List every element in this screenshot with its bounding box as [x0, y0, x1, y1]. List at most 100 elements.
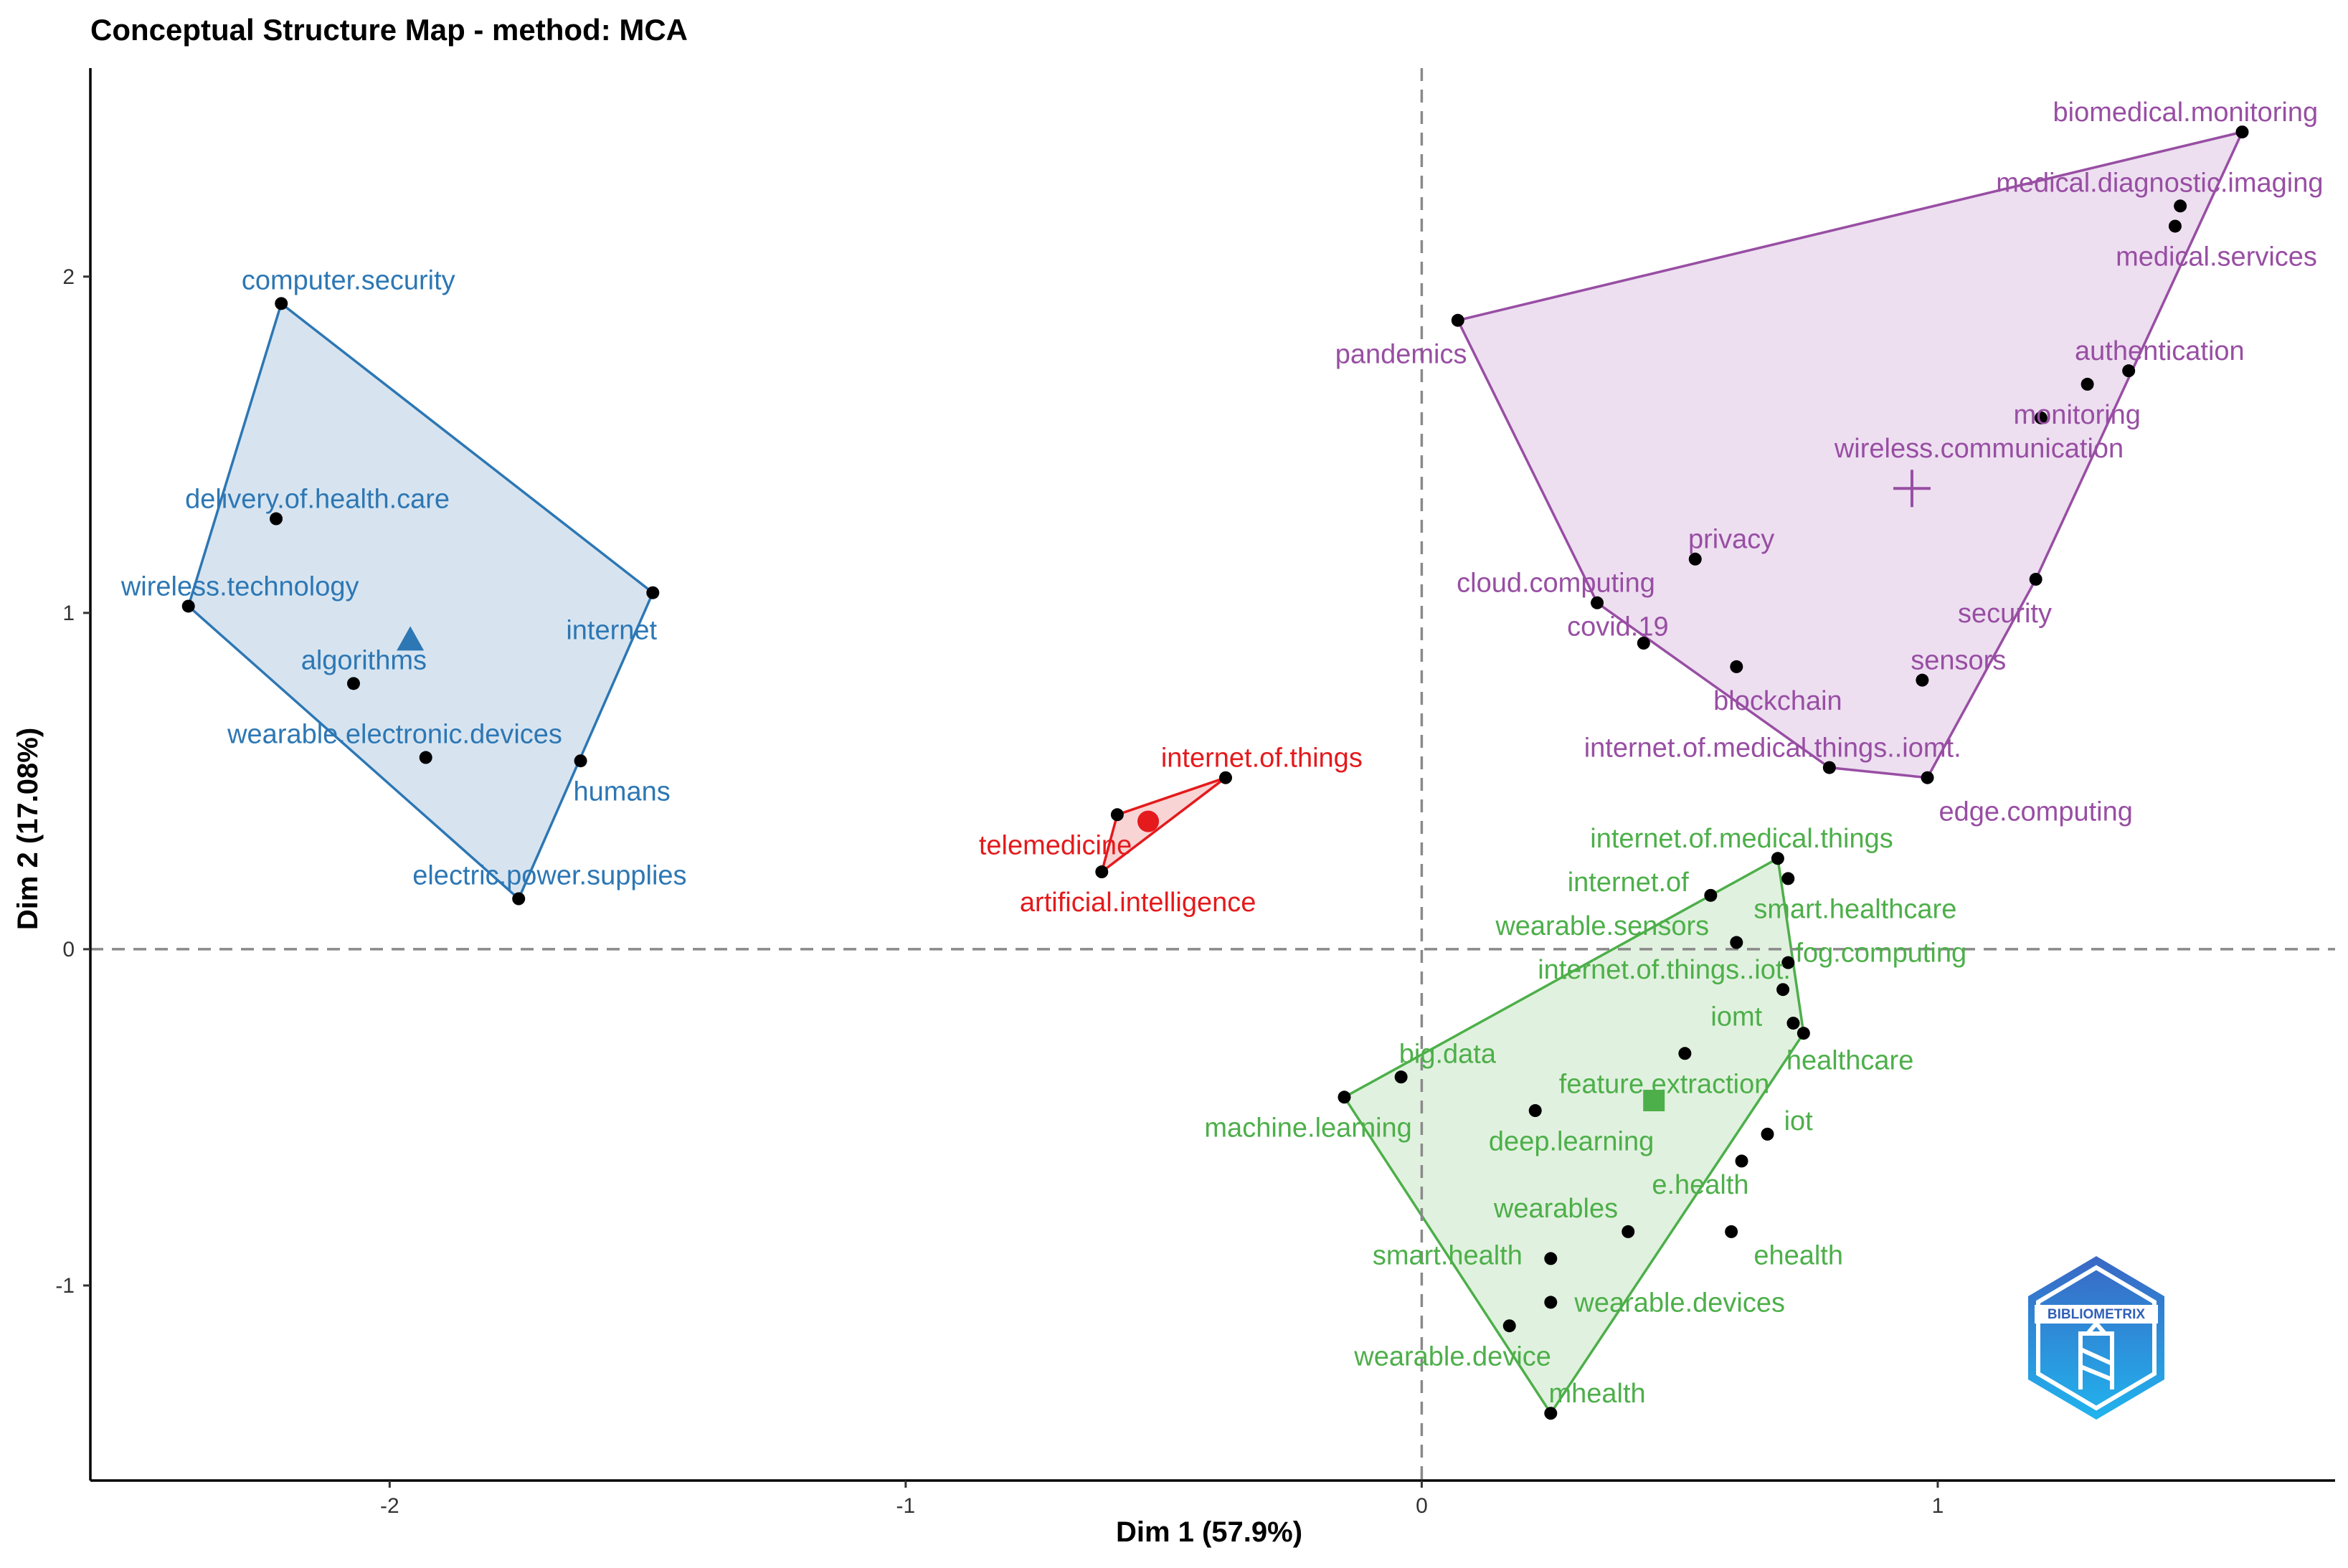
point-label: smart.health	[1373, 1241, 1523, 1271]
data-point	[2235, 125, 2249, 139]
point-label: internet.of.things	[1161, 743, 1363, 774]
point-label: internet.of.medical.things..iomt.	[1584, 733, 1961, 763]
point-label: internet.of.medical.things	[1590, 824, 1893, 854]
data-point	[1704, 888, 1718, 902]
point-label: wearables	[1493, 1194, 1618, 1224]
cluster-red-centroid	[1137, 810, 1160, 832]
point-label: electric.power.supplies	[412, 861, 686, 891]
data-point	[1394, 1070, 1408, 1084]
data-point	[1544, 1252, 1558, 1265]
data-point	[512, 892, 526, 906]
data-point	[1921, 771, 1934, 784]
x-tick-label: 1	[1932, 1494, 1944, 1518]
data-point	[1622, 1225, 1635, 1238]
data-points	[181, 125, 2249, 1420]
x-tick-label: 0	[1416, 1494, 1428, 1518]
y-tick-label: 1	[62, 602, 75, 625]
point-label: computer.security	[242, 266, 455, 296]
point-label: internet	[566, 615, 657, 645]
data-point	[1796, 1027, 1810, 1040]
data-point	[1528, 1104, 1542, 1118]
point-label: privacy	[1688, 525, 1774, 555]
point-label: delivery.of.health.care	[185, 484, 450, 514]
point-labels: computer.security delivery.of.health.care…	[120, 98, 2324, 1409]
point-label: wearable.sensors	[1495, 911, 1709, 941]
point-label: artificial.intelligence	[1020, 888, 1256, 918]
data-point	[1502, 1319, 1516, 1333]
data-point	[1786, 1017, 1800, 1030]
data-point	[2168, 219, 2182, 233]
point-label: wireless.communication	[1834, 434, 2124, 464]
data-point	[275, 297, 288, 310]
point-label: authentication	[2075, 336, 2245, 366]
data-point	[1781, 956, 1795, 969]
point-label: smart.healthcare	[1753, 895, 1956, 925]
point-label: big.data	[1399, 1039, 1497, 1069]
point-label: blockchain	[1713, 686, 1842, 716]
x-tick-label: -1	[896, 1494, 916, 1518]
x-axis-title: Dim 1 (57.9%)	[1116, 1516, 1302, 1548]
data-point	[1776, 983, 1790, 997]
point-label: cloud.computing	[1457, 569, 1655, 599]
point-label: wearable.electronic.devices	[227, 720, 562, 750]
point-label: edge.computing	[1938, 797, 2132, 827]
point-label: feature.extraction	[1559, 1070, 1770, 1100]
point-label: humans	[574, 776, 671, 807]
point-label: healthcare	[1786, 1046, 1913, 1076]
point-label: wearable.devices	[1573, 1288, 1785, 1318]
point-label: iomt	[1710, 1002, 1762, 1032]
data-point	[419, 751, 432, 764]
logo-tower-icon	[2078, 1320, 2114, 1389]
point-label: wearable.device	[1353, 1341, 1551, 1372]
chart-title: Conceptual Structure Map - method: MCA	[90, 13, 688, 47]
point-label: security	[1958, 599, 2052, 629]
point-label: ehealth	[1753, 1241, 1843, 1271]
cluster-red-hull	[1100, 776, 1227, 873]
cluster-purple-centroid	[1893, 470, 1931, 508]
data-point	[1544, 1407, 1558, 1420]
data-point	[1916, 673, 1929, 687]
data-point	[2122, 364, 2136, 378]
data-point	[1730, 936, 1743, 949]
logo-hexagon-shape	[2028, 1256, 2164, 1420]
point-label: covid.19	[1567, 612, 1669, 642]
data-point	[1822, 761, 1836, 774]
data-point	[1637, 637, 1650, 650]
reference-lines	[90, 68, 2335, 1481]
cluster-centroids	[397, 470, 1931, 1111]
point-label: fog.computing	[1795, 939, 1966, 969]
data-point	[2080, 377, 2094, 391]
logo-text: BIBLIOMETRIX	[2048, 1307, 2145, 1322]
data-point	[1730, 660, 1743, 673]
data-point	[2034, 411, 2048, 424]
data-point	[181, 599, 195, 613]
bibliometrix-logo: BIBLIOMETRIX	[2028, 1256, 2164, 1420]
point-label: deep.learning	[1489, 1126, 1654, 1156]
point-label: internet.of	[1568, 868, 1689, 898]
point-label: wireless.technology	[120, 571, 359, 602]
point-label: machine.learning	[1204, 1113, 1411, 1144]
x-tick-label: -2	[380, 1494, 399, 1518]
point-label: telemedicine	[979, 831, 1132, 861]
data-point	[1338, 1091, 1351, 1104]
data-point	[1781, 872, 1795, 885]
y-tick-label: -1	[55, 1274, 75, 1298]
data-point	[1110, 808, 1124, 822]
y-tick-label: 0	[62, 938, 75, 961]
data-point	[1735, 1154, 1748, 1168]
axes: -2 -1 0 1 -1 0 1 2	[55, 68, 2335, 1518]
point-label: biomedical.monitoring	[2053, 98, 2319, 128]
data-point	[1678, 1047, 1692, 1060]
point-label: medical.diagnostic.imaging	[1996, 168, 2323, 198]
data-point	[1591, 596, 1604, 609]
cluster-blue-centroid	[397, 626, 425, 651]
y-axis-title: Dim 2 (17.08%)	[12, 728, 44, 930]
data-point	[270, 512, 283, 526]
point-label: sensors	[1911, 646, 2006, 676]
data-point	[1725, 1225, 1738, 1238]
point-label: pandemics	[1335, 340, 1467, 370]
data-point	[1095, 865, 1109, 879]
point-label: internet.of.things..iot.	[1538, 955, 1791, 985]
data-point	[1451, 313, 1464, 327]
